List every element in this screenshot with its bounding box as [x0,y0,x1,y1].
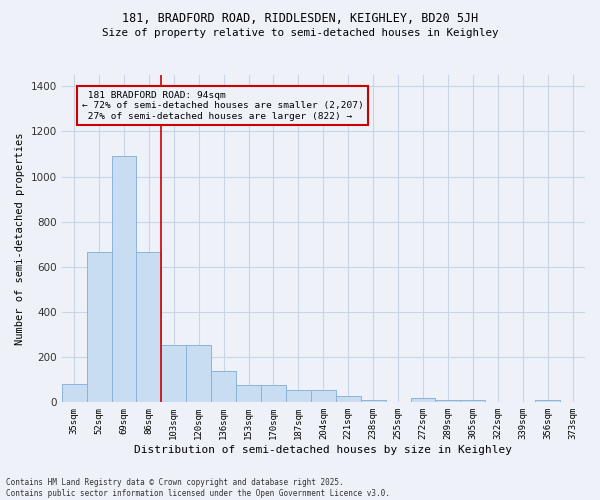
Bar [460,400,485,402]
Bar [136,252,161,402]
Bar [361,400,386,402]
Text: 181, BRADFORD ROAD, RIDDLESDEN, KEIGHLEY, BD20 5JH: 181, BRADFORD ROAD, RIDDLESDEN, KEIGHLEY… [122,12,478,26]
Y-axis label: Number of semi-detached properties: Number of semi-detached properties [15,132,25,345]
Text: 181 BRADFORD ROAD: 94sqm
← 72% of semi-detached houses are smaller (2,207)
 27% : 181 BRADFORD ROAD: 94sqm ← 72% of semi-d… [82,91,364,120]
Bar [186,345,211,403]
Bar [62,384,86,402]
Text: Contains HM Land Registry data © Crown copyright and database right 2025.
Contai: Contains HM Land Registry data © Crown c… [6,478,390,498]
Text: Size of property relative to semi-detached houses in Keighley: Size of property relative to semi-detach… [102,28,498,38]
Bar [211,370,236,402]
Bar [311,390,336,402]
Bar [286,390,311,402]
Bar [161,345,186,403]
Bar [535,400,560,402]
Bar [410,398,436,402]
Bar [112,156,136,402]
Bar [436,400,460,402]
Bar [336,396,361,402]
Bar [86,252,112,402]
Bar [236,386,261,402]
X-axis label: Distribution of semi-detached houses by size in Keighley: Distribution of semi-detached houses by … [134,445,512,455]
Bar [261,386,286,402]
